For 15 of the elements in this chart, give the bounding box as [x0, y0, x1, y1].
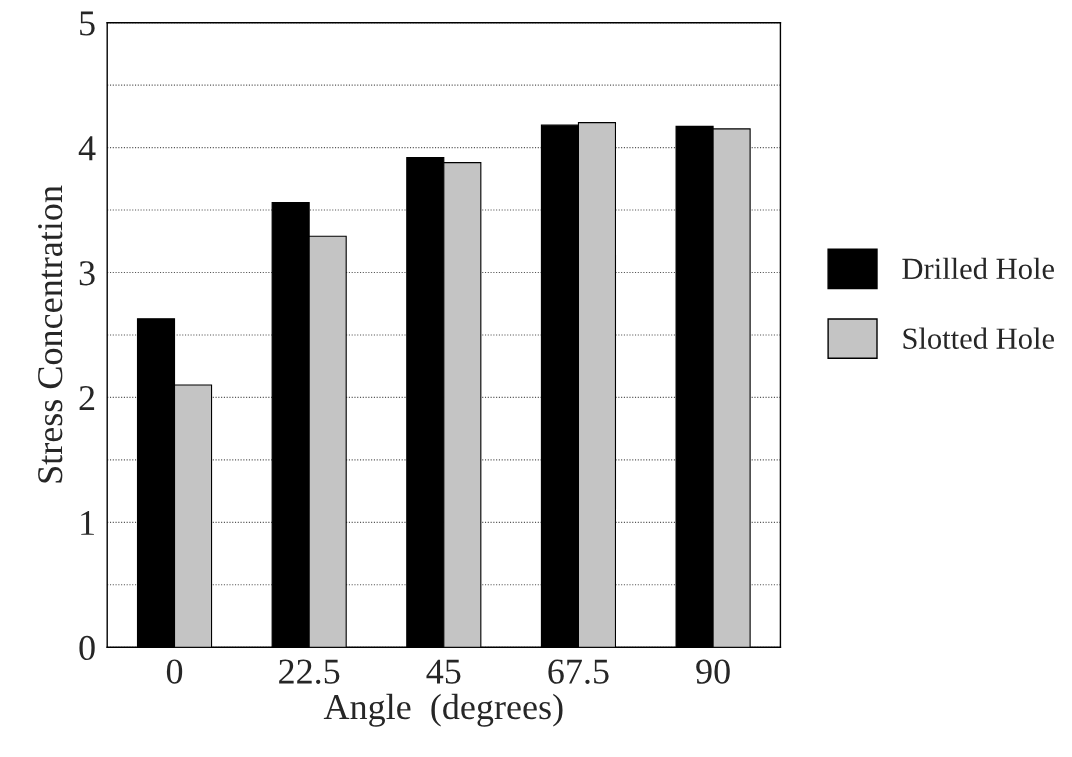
x-tick-label: 22.5 [279, 659, 340, 684]
x-tick-label: 67.5 [548, 659, 609, 684]
y-axis-title: Stress Concentration [38, 185, 63, 483]
x-axis-title: Angle (degrees) [323, 693, 563, 727]
legend-label: Drilled Hole [902, 257, 1054, 280]
y-tick-label: 2 [79, 386, 95, 410]
y-tick-label: 5 [80, 11, 95, 36]
y-tick-label: 1 [81, 511, 94, 535]
legend-label: Slotted Hole [903, 327, 1054, 349]
x-tick-label: 45 [426, 659, 461, 684]
y-tick-label: 3 [79, 261, 95, 286]
x-tick-label: 0 [166, 659, 183, 684]
y-tick-label: 0 [79, 635, 95, 661]
x-tick-label: 90 [696, 659, 730, 684]
y-tick-label: 4 [78, 136, 96, 161]
